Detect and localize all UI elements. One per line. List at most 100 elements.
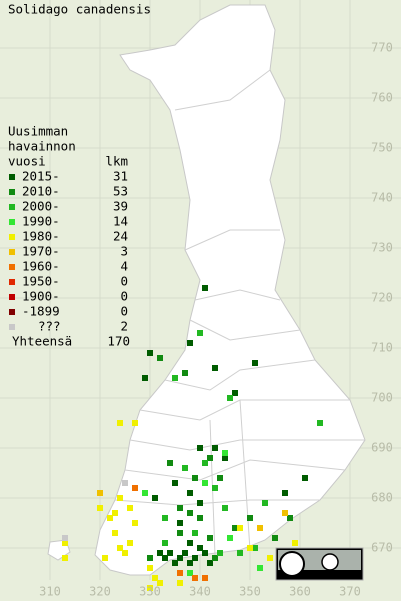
legend-label: 2000- bbox=[22, 199, 60, 214]
record-square bbox=[132, 420, 138, 426]
legend-count: 24 bbox=[113, 229, 128, 244]
legend-count: 14 bbox=[113, 214, 128, 229]
record-square bbox=[177, 570, 183, 576]
record-square bbox=[207, 535, 213, 541]
record-square bbox=[147, 565, 153, 571]
record-square bbox=[212, 555, 218, 561]
record-square bbox=[302, 475, 308, 481]
record-square bbox=[197, 330, 203, 336]
record-square bbox=[102, 555, 108, 561]
record-square bbox=[202, 575, 208, 581]
record-square bbox=[247, 545, 253, 551]
record-square bbox=[207, 455, 213, 461]
record-square bbox=[187, 560, 193, 566]
record-square bbox=[227, 535, 233, 541]
record-square bbox=[262, 500, 268, 506]
legend-swatch bbox=[9, 249, 15, 255]
record-square bbox=[182, 370, 188, 376]
record-square bbox=[247, 515, 253, 521]
legend-label: 1990- bbox=[22, 214, 60, 229]
record-square bbox=[167, 460, 173, 466]
total-count: 170 bbox=[107, 334, 130, 349]
record-square bbox=[232, 390, 238, 396]
record-square bbox=[237, 525, 243, 531]
y-tick-label: 700 bbox=[371, 391, 393, 405]
record-square bbox=[282, 490, 288, 496]
record-square bbox=[112, 510, 118, 516]
record-square bbox=[317, 420, 323, 426]
y-tick-label: 710 bbox=[371, 341, 393, 355]
record-square bbox=[292, 540, 298, 546]
record-square bbox=[172, 375, 178, 381]
record-square bbox=[112, 530, 118, 536]
title: Solidago canadensis bbox=[8, 2, 151, 17]
record-square bbox=[217, 475, 223, 481]
y-tick-label: 750 bbox=[371, 141, 393, 155]
x-tick-label: 370 bbox=[339, 585, 361, 599]
record-square bbox=[192, 530, 198, 536]
record-square bbox=[117, 545, 123, 551]
record-square bbox=[232, 525, 238, 531]
legend-heading: havainnon bbox=[8, 139, 76, 154]
record-square bbox=[172, 480, 178, 486]
record-square bbox=[157, 355, 163, 361]
record-square bbox=[222, 455, 228, 461]
y-tick-label: 740 bbox=[371, 191, 393, 205]
legend-count: 31 bbox=[113, 169, 128, 184]
record-square bbox=[147, 585, 153, 591]
record-square bbox=[122, 550, 128, 556]
legend-label: 1980- bbox=[22, 229, 60, 244]
legend-heading: Uusimman bbox=[8, 124, 68, 139]
record-square bbox=[142, 375, 148, 381]
record-square bbox=[202, 460, 208, 466]
record-square bbox=[177, 530, 183, 536]
record-square bbox=[212, 365, 218, 371]
legend-count: 53 bbox=[113, 184, 128, 199]
x-tick-label: 330 bbox=[139, 585, 161, 599]
record-square bbox=[182, 465, 188, 471]
record-square bbox=[177, 505, 183, 511]
legend-swatch bbox=[9, 294, 15, 300]
y-tick-label: 690 bbox=[371, 441, 393, 455]
record-square bbox=[152, 495, 158, 501]
record-square bbox=[107, 515, 113, 521]
x-tick-label: 320 bbox=[89, 585, 111, 599]
y-tick-label: 670 bbox=[371, 541, 393, 555]
legend-label: 2015- bbox=[22, 169, 60, 184]
legend-label: ??? bbox=[38, 319, 61, 334]
record-square bbox=[212, 445, 218, 451]
record-square bbox=[162, 515, 168, 521]
record-square bbox=[227, 395, 233, 401]
finland-outline bbox=[94, 4, 366, 576]
legend-count: 4 bbox=[120, 259, 128, 274]
record-square bbox=[192, 475, 198, 481]
record-square bbox=[187, 540, 193, 546]
record-square bbox=[272, 535, 278, 541]
x-tick-label: 340 bbox=[189, 585, 211, 599]
record-square bbox=[162, 555, 168, 561]
legend-label: -1899 bbox=[22, 304, 60, 319]
record-square bbox=[267, 555, 273, 561]
legend-count: 39 bbox=[113, 199, 128, 214]
legend-count: 3 bbox=[120, 244, 128, 259]
record-square bbox=[117, 495, 123, 501]
record-square bbox=[177, 580, 183, 586]
record-square bbox=[62, 555, 68, 561]
record-square bbox=[157, 550, 163, 556]
record-square bbox=[62, 540, 68, 546]
legend-swatch bbox=[9, 204, 15, 210]
legend-swatch bbox=[9, 324, 15, 330]
record-square bbox=[222, 505, 228, 511]
license-badge bbox=[275, 547, 364, 581]
y-tick-label: 720 bbox=[371, 291, 393, 305]
record-square bbox=[237, 550, 243, 556]
record-square bbox=[192, 575, 198, 581]
record-square bbox=[182, 550, 188, 556]
record-square bbox=[142, 490, 148, 496]
record-square bbox=[177, 520, 183, 526]
y-tick-label: 760 bbox=[371, 91, 393, 105]
record-square bbox=[97, 490, 103, 496]
legend-label: 1950- bbox=[22, 274, 60, 289]
total-label: Yhteensä bbox=[12, 334, 72, 349]
